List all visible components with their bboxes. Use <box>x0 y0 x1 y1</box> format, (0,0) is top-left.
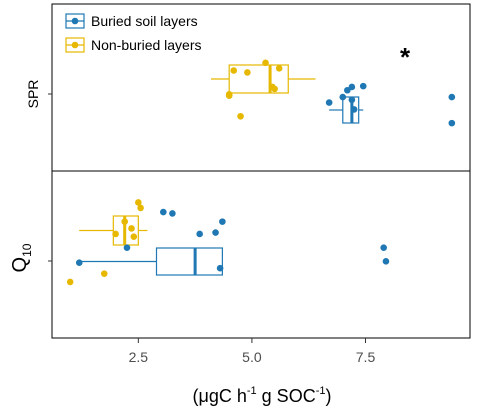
p1-buried-point-2 <box>359 82 367 90</box>
p2-nonburied-point-5 <box>130 233 138 240</box>
p2-buried-point-6 <box>123 244 131 251</box>
p2-buried-box <box>155 247 223 276</box>
p2-nonburied-point-7 <box>100 270 108 277</box>
p2-nonburied-point-6 <box>128 225 135 232</box>
p2-buried-point-10 <box>382 258 390 265</box>
p2-buried-point-3 <box>219 218 226 225</box>
panel-label-spr: SPR <box>25 80 41 109</box>
p1-nonburied-point-6 <box>271 85 278 93</box>
p2-nonburied-point-1 <box>135 199 142 206</box>
p1-buried-point-8 <box>448 119 456 127</box>
panel-frame-2 <box>51 170 471 339</box>
legend-nonburied-label: Non-buried layers <box>91 37 202 53</box>
p2-buried-point-1 <box>160 208 167 216</box>
p1-nonburied-point-8 <box>225 92 233 100</box>
x-axis-title: (μgC h-1 g SOC-1) <box>193 385 332 406</box>
p1-buried-point-7 <box>448 93 456 101</box>
x-tick-label-1: 2.5 <box>129 349 149 365</box>
p2-nonburied-point-8 <box>66 278 74 286</box>
p1-buried-point-3 <box>339 93 347 101</box>
legend-nonburied-key-dot <box>71 41 79 49</box>
p2-buried-point-2 <box>169 210 176 217</box>
p1-nonburied-point-9 <box>237 112 244 120</box>
panel-frame-1 <box>51 3 471 172</box>
p1-buried-point-9 <box>348 83 356 91</box>
p1-nonburied-point-4 <box>244 69 251 76</box>
legend-buried-key-dot <box>71 17 79 25</box>
x-tick-label-2: 5.0 <box>242 349 262 365</box>
significance-asterisk: * <box>400 42 411 72</box>
p1-nonburied-box <box>228 64 289 94</box>
p2-nonburied-point-4 <box>112 230 119 238</box>
p2-buried-point-7 <box>75 259 83 267</box>
p2-buried-point-8 <box>216 264 224 272</box>
p1-buried-point-6 <box>350 106 358 113</box>
x-tick-label-3: 7.5 <box>356 349 376 365</box>
p1-nonburied-point-1 <box>230 67 238 74</box>
p1-buried-point-4 <box>325 99 333 106</box>
legend-buried-label: Buried soil layers <box>91 13 198 29</box>
p2-nonburied-point-2 <box>137 204 144 212</box>
p1-nonburied-point-2 <box>262 59 269 67</box>
p2-buried-point-5 <box>196 230 203 238</box>
p2-buried-point-4 <box>212 229 219 236</box>
p2-buried-point-9 <box>380 244 387 251</box>
p1-buried-point-5 <box>348 96 356 104</box>
p1-nonburied-point-3 <box>275 65 283 72</box>
p1-buried-point-1 <box>344 86 351 94</box>
p2-nonburied-point-3 <box>121 218 128 225</box>
panel-label-q10: Q10 <box>9 243 34 272</box>
